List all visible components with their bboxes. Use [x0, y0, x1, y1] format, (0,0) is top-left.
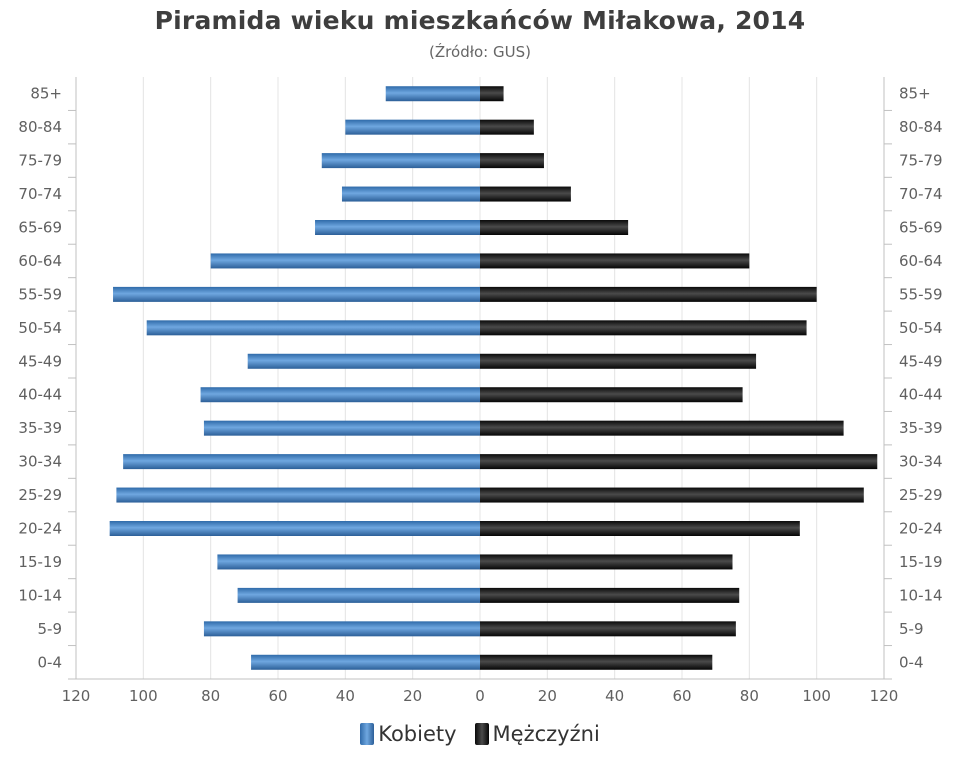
- y-tick-label-left: 70-74: [18, 185, 62, 203]
- bar-mezczyzni-75-79[interactable]: [480, 153, 544, 169]
- bar-mezczyzni-55-59[interactable]: [480, 286, 817, 302]
- y-tick-label-right: 15-19: [899, 553, 943, 571]
- bar-mezczyzni-70-74[interactable]: [480, 186, 571, 202]
- bar-kobiety-45-49[interactable]: [247, 353, 480, 369]
- y-tick-label-left: 50-54: [18, 319, 62, 337]
- y-tick-label-right: 25-29: [899, 486, 943, 504]
- y-tick-label-right: 55-59: [899, 285, 943, 303]
- legend: Kobiety Mężczyźni: [0, 722, 960, 746]
- bars: [109, 86, 878, 670]
- y-tick-label-left: 30-34: [18, 453, 62, 471]
- y-tick-label-left: 80-84: [18, 118, 62, 136]
- x-tick-label: 120: [62, 687, 91, 705]
- y-tick-label-right: 40-44: [899, 386, 943, 404]
- bar-mezczyzni-65-69[interactable]: [480, 220, 629, 235]
- bar-kobiety-55-59[interactable]: [113, 286, 481, 302]
- bar-mezczyzni-80-84[interactable]: [480, 119, 534, 135]
- legend-label-mezczyzni: Mężczyźni: [492, 722, 600, 746]
- y-tick-label-left: 60-64: [18, 252, 62, 270]
- axes: 120 100 80 60 40 20 0 20 40 60 80 100 120 85+ 85+ 80-84…: [18, 85, 942, 705]
- bar-kobiety-15-19[interactable]: [217, 554, 480, 570]
- y-tick-label-right: 75-79: [899, 152, 943, 170]
- bar-kobiety-5-9[interactable]: [203, 621, 480, 637]
- x-tick-label: 80: [740, 687, 759, 705]
- x-tick-label: 20: [538, 687, 557, 705]
- y-tick-label-right: 65-69: [899, 219, 943, 237]
- bar-kobiety-70-74[interactable]: [341, 186, 480, 202]
- y-tick-label-right: 50-54: [899, 319, 943, 337]
- bar-kobiety-10-14[interactable]: [237, 587, 480, 603]
- legend-swatch-mezczyzni: [474, 723, 489, 745]
- bar-kobiety-50-54[interactable]: [146, 320, 480, 336]
- bar-kobiety-65-69[interactable]: [315, 220, 480, 235]
- y-tick-label-right: 70-74: [899, 185, 943, 203]
- bar-mezczyzni-60-64[interactable]: [480, 253, 750, 269]
- bar-mezczyzni-50-54[interactable]: [480, 320, 807, 336]
- y-tick-label-left: 40-44: [18, 386, 62, 404]
- x-tick-label: 40: [336, 687, 355, 705]
- bar-kobiety-60-64[interactable]: [210, 253, 480, 269]
- x-tick-label: 0: [475, 687, 485, 705]
- bar-mezczyzni-0-4[interactable]: [480, 654, 713, 670]
- y-tick-label-left: 35-39: [18, 419, 62, 437]
- bar-mezczyzni-35-39[interactable]: [480, 420, 844, 436]
- bar-mezczyzni-15-19[interactable]: [480, 554, 733, 570]
- bar-mezczyzni-85+[interactable]: [480, 86, 504, 102]
- y-tick-label-left: 15-19: [18, 553, 62, 571]
- y-tick-label-left: 45-49: [18, 352, 62, 370]
- bar-mezczyzni-45-49[interactable]: [480, 353, 757, 369]
- y-tick-label-right: 85+: [899, 85, 931, 103]
- bar-kobiety-85+[interactable]: [385, 86, 480, 102]
- legend-swatch-kobiety: [360, 723, 375, 745]
- y-tick-label-right: 80-84: [899, 118, 943, 136]
- x-tick-label: 100: [802, 687, 831, 705]
- bar-kobiety-20-24[interactable]: [109, 521, 481, 536]
- y-tick-label-left: 85+: [30, 85, 62, 103]
- bar-mezczyzni-25-29[interactable]: [480, 487, 864, 503]
- y-tick-label-right: 20-24: [899, 520, 943, 538]
- x-tick-label: 40: [605, 687, 624, 705]
- chart-title: Piramida wieku mieszkańców Miłakowa, 201…: [154, 6, 806, 35]
- y-tick-label-right: 60-64: [899, 252, 943, 270]
- x-tick-label: 60: [672, 687, 691, 705]
- y-tick-label-right: 35-39: [899, 419, 943, 437]
- y-tick-label-right: 5-9: [899, 620, 924, 638]
- x-tick-label: 20: [403, 687, 422, 705]
- legend-item-mezczyzni[interactable]: Mężczyźni: [474, 722, 600, 746]
- y-tick-label-left: 55-59: [18, 285, 62, 303]
- y-tick-label-left: 75-79: [18, 152, 62, 170]
- bar-mezczyzni-40-44[interactable]: [480, 387, 743, 403]
- y-tick-label-left: 20-24: [18, 520, 62, 538]
- bar-kobiety-35-39[interactable]: [203, 420, 480, 436]
- y-tick-label-right: 0-4: [899, 653, 924, 671]
- y-tick-label-left: 25-29: [18, 486, 62, 504]
- population-pyramid-chart: 120 100 80 60 40 20 0 20 40 60 80 100 120 85+ 85+ 80-84…: [18, 77, 943, 705]
- bar-kobiety-75-79[interactable]: [321, 153, 480, 169]
- x-tick-label: 100: [129, 687, 158, 705]
- y-tick-label-left: 5-9: [38, 620, 63, 638]
- x-tick-label: 120: [870, 687, 899, 705]
- legend-label-kobiety: Kobiety: [378, 722, 457, 746]
- x-tick-label: 60: [268, 687, 287, 705]
- y-tick-label-left: 10-14: [18, 586, 62, 604]
- y-tick-label-left: 0-4: [38, 653, 63, 671]
- bar-kobiety-80-84[interactable]: [345, 119, 480, 135]
- bar-kobiety-30-34[interactable]: [123, 454, 480, 470]
- chart-subtitle: (Źródło: GUS): [429, 43, 531, 61]
- bar-mezczyzni-20-24[interactable]: [480, 521, 800, 536]
- y-tick-label-left: 65-69: [18, 219, 62, 237]
- bar-mezczyzni-30-34[interactable]: [480, 454, 878, 470]
- y-tick-label-right: 30-34: [899, 453, 943, 471]
- legend-item-kobiety[interactable]: Kobiety: [360, 722, 457, 746]
- bar-mezczyzni-10-14[interactable]: [480, 587, 740, 603]
- bar-mezczyzni-5-9[interactable]: [480, 621, 736, 637]
- y-tick-label-right: 45-49: [899, 352, 943, 370]
- bar-kobiety-40-44[interactable]: [200, 387, 481, 403]
- bar-kobiety-25-29[interactable]: [116, 487, 481, 503]
- x-tick-label: 80: [201, 687, 220, 705]
- bar-kobiety-0-4[interactable]: [251, 654, 480, 670]
- y-tick-label-right: 10-14: [899, 586, 943, 604]
